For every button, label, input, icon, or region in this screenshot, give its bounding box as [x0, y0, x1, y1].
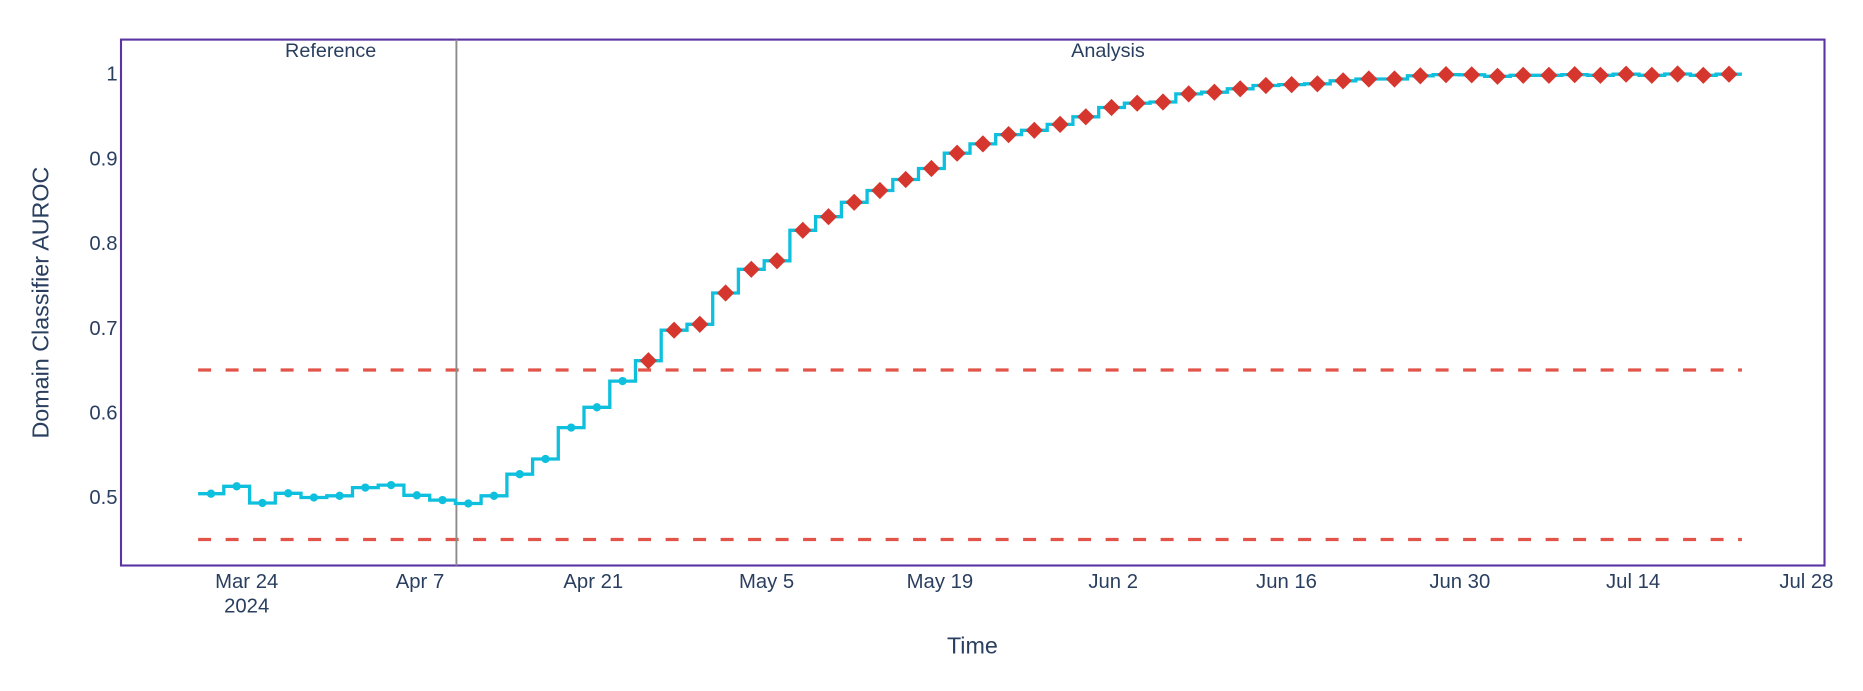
svg-text:Time: Time — [947, 633, 998, 659]
svg-text:0.9: 0.9 — [89, 148, 117, 170]
svg-text:Domain Classifier AUROC: Domain Classifier AUROC — [28, 167, 54, 439]
svg-text:0.5: 0.5 — [89, 487, 117, 509]
svg-text:Jun 2: Jun 2 — [1088, 571, 1138, 593]
svg-text:May 5: May 5 — [739, 571, 794, 593]
svg-text:May 19: May 19 — [907, 571, 974, 593]
svg-text:Jul 28: Jul 28 — [1779, 571, 1833, 593]
svg-text:Reference: Reference — [285, 40, 376, 62]
svg-text:0.8: 0.8 — [89, 233, 117, 255]
svg-text:Jun 30: Jun 30 — [1429, 571, 1490, 593]
svg-text:0.7: 0.7 — [89, 318, 117, 340]
svg-text:2024: 2024 — [224, 596, 269, 618]
svg-text:Analysis: Analysis — [1071, 40, 1145, 62]
svg-text:Apr 21: Apr 21 — [563, 571, 623, 593]
svg-text:Jul 14: Jul 14 — [1606, 571, 1660, 593]
svg-text:0.6: 0.6 — [89, 403, 117, 425]
svg-text:Apr 7: Apr 7 — [396, 571, 444, 593]
svg-text:1: 1 — [106, 64, 117, 86]
svg-text:Mar 24: Mar 24 — [215, 571, 278, 593]
svg-text:Jun 16: Jun 16 — [1256, 571, 1317, 593]
